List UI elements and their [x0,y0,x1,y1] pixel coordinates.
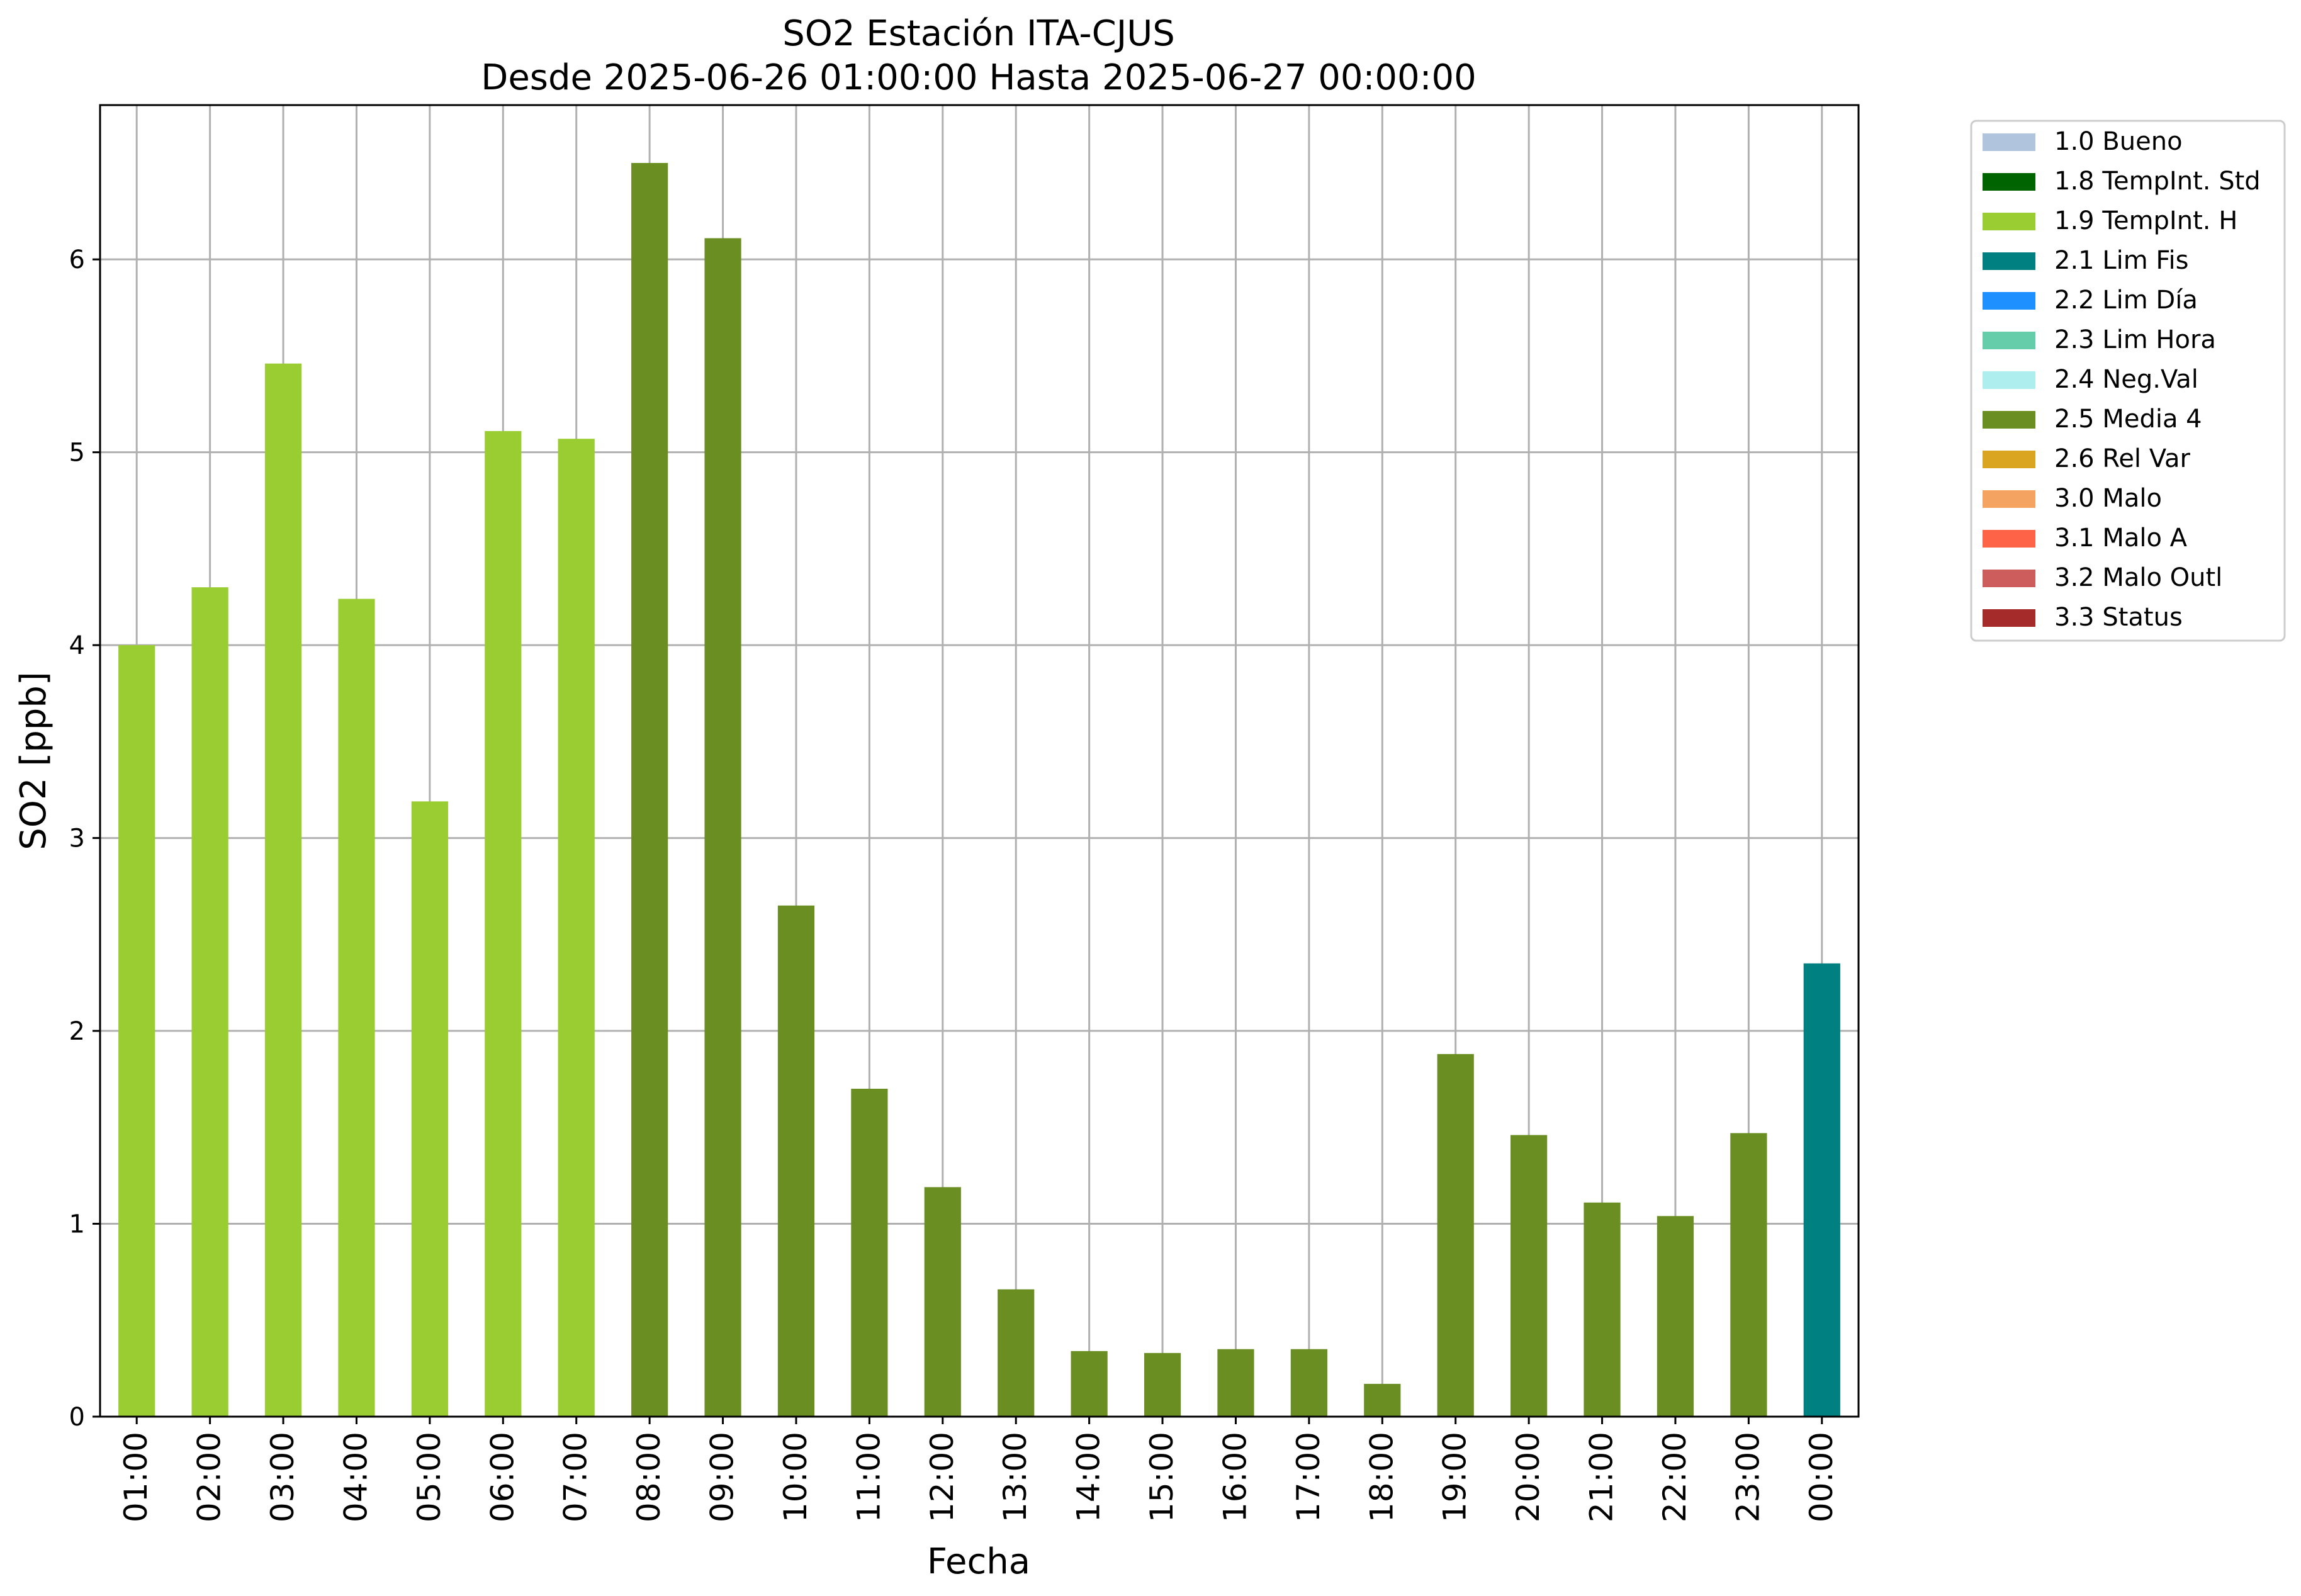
bar-0600 [485,430,522,1417]
x-tick-label: 22:00 [1657,1432,1693,1522]
x-tick-label: 23:00 [1730,1432,1766,1522]
bar-2100 [1584,1202,1621,1417]
legend: 1.0 Bueno 1.8 TempInt. Std 1.9 TempInt. H 2… [1970,120,2286,642]
y-axis-ticks: 0 1 2 3 4 5 6 [69,245,100,1432]
chart-title: SO2 Estación ITA-CJUS [782,13,1175,54]
bar-1700 [1290,1349,1327,1417]
legend-frame [1970,120,2286,642]
bar-0100 [118,645,155,1417]
bar-2200 [1657,1216,1694,1417]
x-tick-label: 12:00 [924,1432,960,1522]
x-tick-label: 09:00 [704,1432,741,1522]
x-tick-label: 08:00 [631,1432,667,1522]
legend-item-label: 2.4 Neg.Val [2054,365,2198,394]
x-tick-label: 01:00 [118,1432,154,1522]
bar-0400 [338,598,375,1417]
legend-swatch [1983,252,2035,270]
bar-1400 [1071,1351,1108,1417]
bar-0300 [264,363,302,1417]
x-tick-label: 19:00 [1437,1432,1473,1522]
y-tick-label: 1 [69,1210,85,1239]
bar-0700 [558,439,595,1417]
legend-swatch [1983,530,2035,548]
x-tick-label: 18:00 [1363,1432,1400,1522]
legend-item-label: 2.5 Media 4 [2054,405,2202,434]
chart-subtitle: Desde 2025-06-26 01:00:00 Hasta 2025-06-… [481,57,1477,98]
legend-item-label: 1.8 TempInt. Std [2054,167,2261,196]
bar-0900 [704,238,741,1417]
legend-swatch [1983,371,2035,389]
y-tick-label: 6 [69,245,85,274]
x-tick-label: 13:00 [997,1432,1033,1522]
legend-item-label: 3.1 Malo A [2054,524,2188,553]
x-tick-label: 10:00 [777,1432,814,1522]
bar-1100 [851,1089,888,1417]
bar-1800 [1364,1383,1401,1417]
y-tick-label: 3 [69,824,85,853]
legend-swatch [1983,490,2035,508]
legend-swatch [1983,173,2035,191]
legend-swatch [1983,213,2035,230]
x-axis-label: Fecha [927,1541,1030,1582]
x-tick-label: 20:00 [1510,1432,1546,1522]
bar-2000 [1511,1135,1548,1417]
legend-swatch [1983,411,2035,429]
x-tick-label: 04:00 [337,1432,374,1522]
x-tick-label: 02:00 [191,1432,228,1522]
bar-1900 [1437,1054,1474,1417]
legend-swatch [1983,570,2035,587]
x-axis-ticks: 01:00 02:00 03:00 04:00 05:00 06:00 07:00 08:00… [118,1417,1840,1522]
x-tick-label: 05:00 [411,1432,447,1522]
legend-item-label: 3.3 Status [2054,603,2183,632]
legend-item-label: 3.2 Malo Outl [2054,563,2222,592]
legend-swatch [1983,609,2035,627]
x-tick-label: 16:00 [1217,1432,1253,1522]
bar-1500 [1144,1352,1181,1417]
legend-swatch [1983,332,2035,349]
x-tick-label: 03:00 [264,1432,301,1522]
bar-1200 [924,1187,961,1417]
bar-1000 [777,905,815,1417]
legend-swatch [1983,292,2035,310]
y-tick-label: 0 [69,1403,85,1432]
legend-item-label: 1.0 Bueno [2054,127,2183,156]
bar-0500 [411,801,448,1417]
bar-1600 [1217,1349,1254,1417]
legend-item-label: 2.2 Lim Día [2054,286,2198,315]
y-tick-label: 5 [69,439,85,468]
x-tick-label: 14:00 [1071,1432,1107,1522]
legend-swatch [1983,133,2035,151]
legend-item-label: 1.9 TempInt. H [2054,206,2237,235]
x-tick-label: 17:00 [1290,1432,1327,1522]
x-tick-label: 00:00 [1803,1432,1840,1522]
legend-item-label: 2.3 Lim Hora [2054,325,2216,354]
bar-0000 [1803,963,1840,1417]
y-tick-label: 4 [69,631,85,660]
bar-0200 [191,587,228,1417]
y-axis-label: SO2 [ppb] [13,672,54,850]
legend-item-label: 2.6 Rel Var [2054,444,2191,473]
bar-0800 [631,162,668,1417]
x-tick-label: 11:00 [850,1432,887,1522]
x-tick-label: 21:00 [1584,1432,1620,1522]
bar-2300 [1730,1133,1767,1417]
plot-frame [99,104,1860,1418]
legend-swatch [1983,451,2035,468]
y-tick-label: 2 [69,1017,85,1046]
bars [118,162,1840,1417]
x-tick-label: 06:00 [484,1432,520,1522]
x-tick-label: 07:00 [558,1432,594,1522]
legend-item-label: 3.0 Malo [2054,484,2162,513]
bar-1300 [998,1289,1035,1417]
x-tick-label: 15:00 [1144,1432,1180,1522]
legend-item-label: 2.1 Lim Fis [2054,246,2188,275]
